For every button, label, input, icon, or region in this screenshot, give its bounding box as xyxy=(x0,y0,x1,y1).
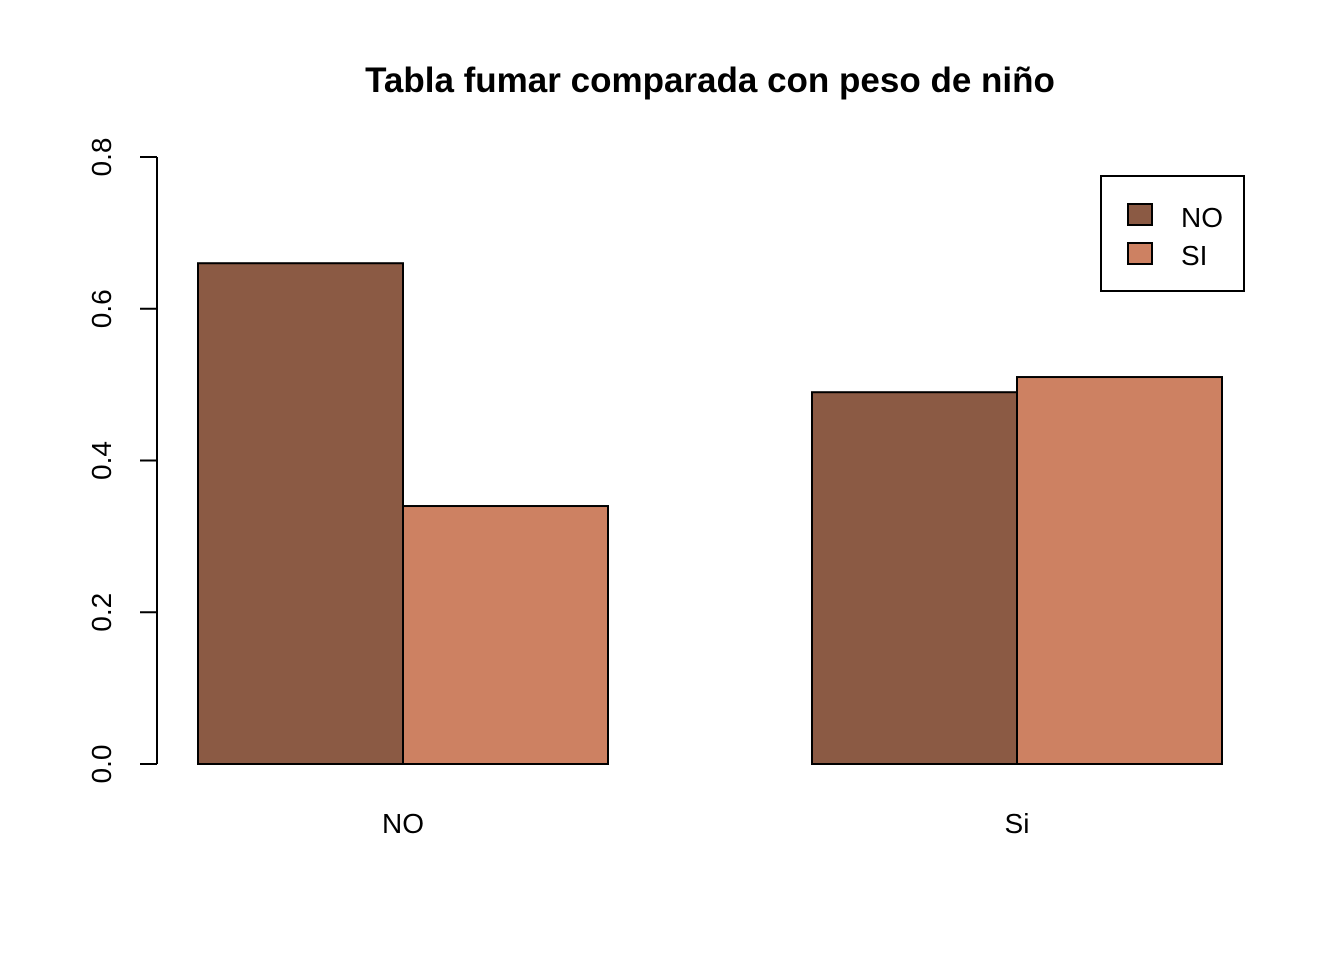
legend: NO SI xyxy=(1100,175,1245,292)
y-tick-label: 0.4 xyxy=(86,441,117,480)
legend-label-si: SI xyxy=(1181,240,1207,271)
x-tick-label: NO xyxy=(382,808,424,839)
y-tick-label: 0.0 xyxy=(86,745,117,784)
bar-si-no xyxy=(811,391,1018,765)
x-tick-label: Si xyxy=(1005,808,1030,839)
y-axis: 0.0 0.2 0.4 0.6 0.8 xyxy=(86,138,158,784)
legend-swatch-no xyxy=(1127,203,1153,226)
bar-no-si xyxy=(402,505,609,765)
bar-si-si xyxy=(1016,376,1223,765)
y-tick-label: 0.8 xyxy=(86,138,117,177)
legend-box xyxy=(1100,175,1245,292)
y-tick-label: 0.2 xyxy=(86,593,117,632)
y-tick-label: 0.6 xyxy=(86,289,117,328)
chart-title: Tabla fumar comparada con peso de niño xyxy=(365,61,1055,100)
x-tick-labels: NO Si xyxy=(382,808,1029,839)
legend-swatch-si xyxy=(1127,242,1153,265)
bar-no-no xyxy=(197,262,404,765)
legend-label-no: NO xyxy=(1181,202,1223,233)
bars-group xyxy=(197,262,1223,765)
